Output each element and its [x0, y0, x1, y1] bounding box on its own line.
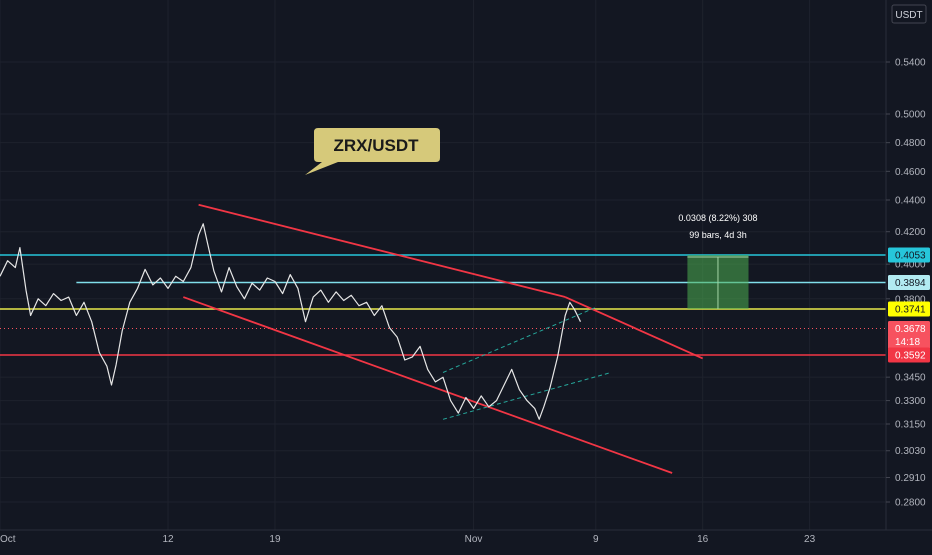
y-tick-label: 0.5000: [895, 110, 926, 121]
x-tick-label: Oct: [0, 534, 16, 545]
channel-line: [198, 203, 566, 298]
symbol-callout: ZRX/USDT: [305, 128, 440, 175]
price-series: [0, 223, 582, 420]
y-tick-label: 0.4000: [895, 260, 926, 271]
grid-lines: [0, 0, 886, 530]
price-tag: 0.4053: [888, 247, 930, 263]
price-tag-box: [888, 334, 930, 350]
price-tag-box: [888, 347, 930, 363]
time-axis[interactable]: Oct 12 19 Nov 9 16 23: [0, 534, 816, 545]
price-tag-label: 0.3678: [895, 324, 926, 335]
price-tag: 0.3741: [888, 301, 930, 317]
price-line: [0, 223, 582, 420]
price-tag-label: 0.4053: [895, 251, 926, 262]
price-tag: 0.3592: [888, 347, 930, 363]
y-tick-label: 0.3030: [895, 446, 926, 457]
x-tick-label: 9: [593, 534, 599, 545]
price-tag-label: 0.3592: [895, 351, 926, 362]
price-tag: 0.3894: [888, 275, 930, 291]
y-tick-label: 0.5400: [895, 58, 926, 69]
symbol-label: ZRX/USDT: [334, 136, 420, 155]
x-tick-label: 23: [804, 534, 816, 545]
price-tag-box: [888, 320, 930, 336]
price-tag-box: [888, 275, 930, 291]
y-tick-label: 0.2800: [895, 498, 926, 509]
price-tag: 0.3678: [888, 320, 930, 336]
price-tag-label: 0.3894: [895, 278, 926, 289]
price-tag-box: [888, 301, 930, 317]
measure-label-change: 0.0308 (8.22%) 308: [678, 213, 757, 223]
price-tag: 14:18: [888, 334, 930, 350]
price-axis-panel: [886, 0, 932, 530]
y-tick-label: 0.3800: [895, 294, 926, 305]
x-tick-label: 12: [162, 534, 174, 545]
measure-label-duration: 99 bars, 4d 3h: [689, 230, 747, 240]
price-axis[interactable]: 0.5400 0.5000 0.4800 0.4600 0.4400 0.4200 0.40…: [886, 58, 926, 509]
dashed-trend-line: [442, 372, 612, 420]
price-tag-label: 14:18: [895, 337, 920, 348]
measure-tool: 0.0308 (8.22%) 308 99 bars, 4d 3h: [678, 213, 757, 309]
currency-badge[interactable]: USDT: [891, 4, 927, 24]
channel-lines: [183, 203, 704, 474]
y-tick-label: 0.4400: [895, 196, 926, 207]
currency-label: USDT: [895, 10, 922, 21]
channel-line: [564, 296, 704, 360]
y-tick-label: 0.4800: [895, 138, 926, 149]
y-tick-label: 0.3150: [895, 420, 926, 431]
price-tags: 0.4053 0.3894 0.3741 0.3678 14:18 0.3592: [888, 247, 930, 363]
callout-bubble: [305, 128, 440, 175]
price-tag-box: [888, 247, 930, 263]
y-tick-label: 0.4600: [895, 167, 926, 178]
x-tick-label: Nov: [465, 534, 483, 545]
y-tick-label: 0.3300: [895, 396, 926, 407]
x-tick-label: 16: [697, 534, 709, 545]
y-tick-label: 0.4200: [895, 227, 926, 238]
price-tag-label: 0.3741: [895, 305, 926, 316]
channel-line: [183, 296, 673, 474]
currency-badge-box: [891, 4, 927, 24]
y-tick-label: 0.3450: [895, 373, 926, 384]
x-tick-label: 19: [269, 534, 281, 545]
y-tick-label: 0.2910: [895, 473, 926, 484]
